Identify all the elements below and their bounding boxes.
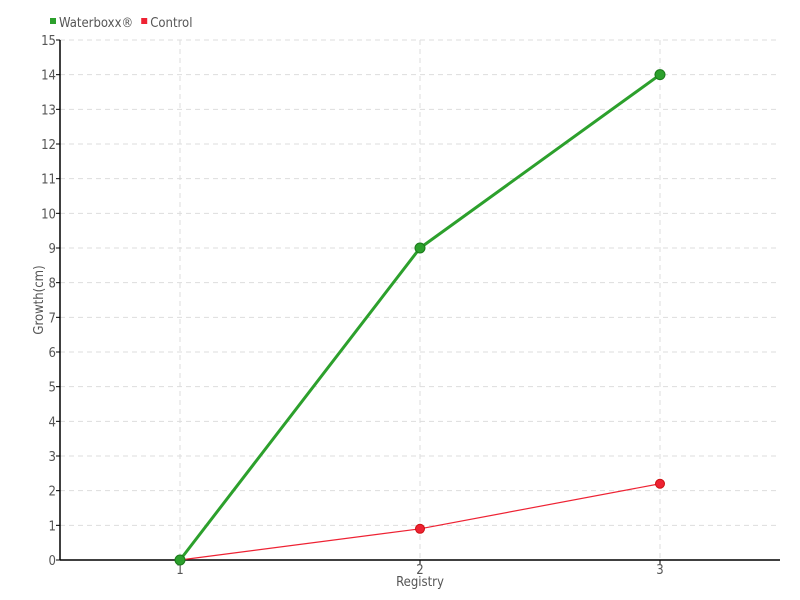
legend-label: Control	[150, 16, 192, 31]
x-tick-label: 1	[176, 563, 183, 578]
data-point	[655, 478, 665, 489]
y-axis-label: Growth(cm)	[32, 265, 47, 334]
data-point	[415, 523, 425, 534]
x-axis-label: Registry	[396, 575, 444, 590]
legend-label: Waterboxx®	[59, 16, 133, 31]
y-tick-label: 13	[41, 103, 56, 118]
y-tick-label: 15	[41, 34, 56, 49]
y-tick-label: 5	[49, 381, 56, 396]
data-point	[654, 69, 666, 81]
y-tick-label: 14	[41, 69, 56, 84]
x-tick-label: 2	[416, 563, 423, 578]
x-tick-label: 3	[656, 563, 663, 578]
y-tick-label: 3	[49, 450, 56, 465]
y-tick-label: 0	[49, 554, 56, 569]
y-tick-label: 2	[49, 485, 56, 500]
legend-swatch	[141, 18, 148, 24]
y-tick-label: 4	[49, 415, 56, 430]
y-tick-label: 8	[49, 277, 56, 292]
y-tick-label: 11	[41, 173, 56, 188]
data-point	[414, 242, 426, 254]
y-tick-label: 6	[49, 346, 56, 361]
y-tick-label: 12	[41, 138, 56, 153]
y-tick-label: 7	[49, 311, 56, 326]
legend: Waterboxx® Control	[50, 16, 192, 31]
series-layer	[174, 69, 666, 566]
data-point	[174, 554, 186, 566]
grid	[60, 39, 780, 560]
y-tick-label: 9	[49, 242, 56, 257]
y-tick-label: 1	[49, 519, 56, 534]
legend-swatch	[50, 18, 56, 24]
y-tick-label: 10	[41, 207, 56, 222]
